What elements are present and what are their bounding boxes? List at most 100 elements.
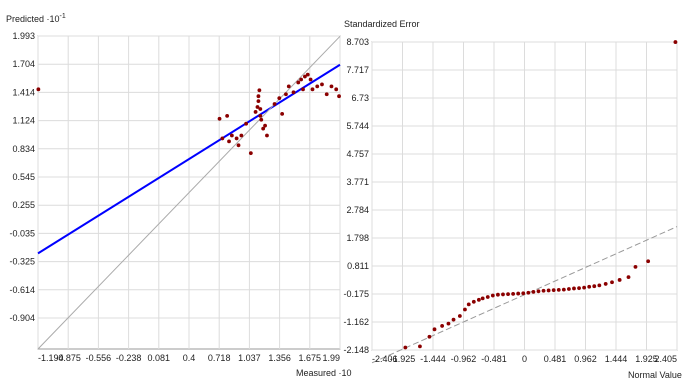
right-data-point: [582, 285, 587, 290]
left-x-tick-label: 1.356: [268, 353, 291, 363]
left-x-tick-label: 1.037: [238, 353, 261, 363]
left-data-point: [259, 117, 264, 122]
right-data-point: [506, 292, 510, 297]
right-data-point: [536, 289, 541, 294]
right-data-point: [471, 299, 476, 304]
left-data-point: [277, 96, 282, 101]
right-y-tick-label: 0.811: [347, 261, 369, 271]
left-x-tick-label: -0.238: [116, 353, 142, 363]
left-data-point: [263, 123, 267, 128]
left-y-tick-label: -0.904: [9, 313, 35, 323]
left-data-point: [261, 126, 266, 131]
left-data-point: [334, 87, 339, 92]
left-y-tick-label: 0.255: [12, 200, 35, 210]
right-data-point: [490, 293, 495, 298]
left-data-point: [239, 133, 244, 138]
left-data-point: [280, 111, 285, 116]
left-data-point: [220, 136, 225, 141]
right-data-point: [546, 288, 551, 293]
left-data-point: [320, 82, 324, 87]
left-data-point: [244, 121, 248, 126]
right-x-tick-label: 0: [522, 354, 527, 364]
right-y-tick-label: 2.784: [346, 205, 369, 215]
left-chart: -1.194-0.875 -0.556 -0.238 0.081 0.4 0.718 1.0…: [6, 13, 352, 378]
left-lines: [37, 35, 341, 350]
right-data-point: [673, 40, 678, 44]
left-y-tick-label: 0.545: [12, 172, 35, 182]
left-data-point: [229, 133, 234, 138]
left-data-point: [291, 90, 296, 95]
left-data-point: [217, 116, 222, 121]
left-y-tick-label: 1.704: [12, 59, 35, 69]
right-data-point: [617, 278, 622, 282]
right-data-point: [516, 291, 521, 296]
right-data-point: [521, 291, 526, 296]
right-data-point: [446, 321, 451, 326]
right-y-tick-label: -1.162: [343, 317, 369, 327]
left-data-point: [253, 110, 258, 114]
right-data-point: [511, 291, 516, 296]
left-y-tick-label: -0.035: [9, 228, 35, 238]
left-data-point: [308, 77, 313, 82]
left-x-tick-label: -0.875: [55, 353, 81, 363]
right-data-point: [427, 334, 432, 339]
right-y-tick-label: 6.73: [351, 93, 369, 103]
right-y-tick-label: 5.744: [346, 121, 369, 131]
left-data-point: [227, 139, 231, 144]
left-data-point: [265, 133, 269, 138]
right-data-point: [485, 295, 490, 299]
right-x-axis-title: Normal Value: [628, 370, 682, 380]
left-data-point: [236, 143, 241, 148]
left-y-axis-title: Predicted ·10-1: [6, 13, 66, 24]
right-x-tick-label: -0.962: [451, 354, 477, 364]
right-data-point: [610, 280, 614, 285]
left-data-point: [248, 151, 253, 156]
right-data-point: [476, 297, 481, 302]
left-data-point: [315, 84, 320, 89]
right-data-point: [418, 344, 422, 349]
left-y-tick-label: -0.325: [9, 257, 35, 267]
left-x-tick-label: 1.675: [299, 353, 322, 363]
right-data-point: [463, 307, 467, 312]
right-x-tick-label: -2.406: [372, 354, 398, 364]
right-data-point: [626, 275, 631, 280]
right-data-point: [572, 286, 576, 291]
right-y-tick-label: -2.148: [343, 345, 369, 355]
right-data-points: [403, 40, 678, 350]
right-data-point: [457, 314, 462, 318]
right-data-point: [646, 259, 651, 264]
left-y-axis-title-exponent: -1: [60, 13, 66, 20]
left-x-tick-labels: -1.194-0.875 -0.556 -0.238 0.081 0.4 0.718 1.0…: [38, 353, 340, 363]
right-x-tick-label: 2.405: [654, 354, 677, 364]
left-data-point: [256, 99, 261, 104]
left-x-tick-label: 0.4: [183, 353, 196, 363]
left-data-point: [255, 105, 260, 109]
right-data-point: [526, 290, 531, 295]
left-data-point: [286, 84, 291, 89]
right-y-tick-label: 1.798: [346, 233, 369, 243]
left-gridlines: [37, 35, 341, 349]
left-x-axis-title: Measured ·10: [296, 368, 352, 378]
right-y-tick-label: 7.717: [346, 65, 369, 75]
left-data-point: [257, 88, 262, 93]
left-data-point: [303, 74, 307, 79]
left-y-tick-label: 1.414: [12, 87, 35, 97]
left-y-tick-label: -0.614: [9, 285, 35, 295]
right-y-tick-labels: 8.703 7.717 6.73 5.744 4.757 3.771 2.784 1.798 0…: [343, 37, 369, 355]
left-y-axis-title-base: Predicted ·10: [6, 14, 60, 24]
left-data-point: [324, 92, 329, 97]
left-data-point: [337, 94, 341, 99]
right-x-tick-label: 0.962: [574, 354, 597, 364]
right-data-point: [556, 287, 561, 292]
right-data-point: [592, 284, 597, 289]
right-y-axis-title: Standardized Error: [344, 19, 420, 29]
left-x-tick-label: 0.718: [208, 353, 231, 363]
right-data-point: [633, 264, 638, 269]
left-data-point: [296, 80, 301, 85]
left-data-point: [258, 113, 263, 118]
left-data-point: [36, 87, 41, 92]
right-data-point: [541, 288, 546, 293]
left-y-tick-labels: 1.993 1.704 1.414 1.124 0.834 0.545 0.255 -0.03…: [9, 31, 35, 323]
left-data-point: [256, 94, 261, 99]
